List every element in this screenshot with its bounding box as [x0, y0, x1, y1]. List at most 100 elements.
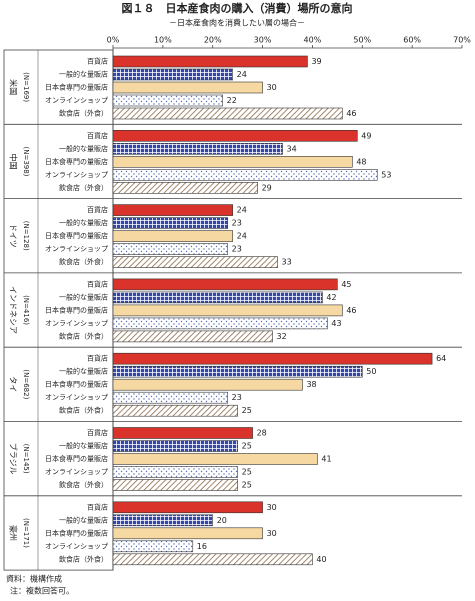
- bar-label: 百貨店: [87, 354, 108, 363]
- bar-label: 百貨店: [87, 279, 108, 288]
- value-label: 48: [356, 157, 366, 166]
- value-label: 46: [346, 109, 356, 118]
- bar-label: 一般的な量販店: [59, 515, 108, 524]
- x-tick-label: 0%: [107, 36, 120, 45]
- bar: [112, 553, 313, 566]
- bar-label: オンラインショップ: [45, 468, 108, 476]
- bar: [112, 182, 258, 194]
- chart-subtitle: －日本産食肉を消費したい層の場合－: [169, 18, 305, 28]
- bar-label: 飲食店（外食）: [59, 257, 108, 266]
- value-label: 42: [326, 293, 336, 302]
- bar: [112, 143, 283, 155]
- value-label: 16: [197, 542, 207, 551]
- value-label: 23: [232, 393, 242, 402]
- group-label: 米国: [9, 79, 19, 95]
- bar-label: 一般的な量販店: [59, 441, 108, 450]
- value-label: 43: [331, 319, 341, 328]
- bar: [112, 304, 343, 317]
- x-tick-label: 40%: [304, 36, 322, 45]
- bar: [112, 55, 308, 68]
- group-note: (N=171): [22, 518, 30, 548]
- value-label: 22: [227, 96, 237, 105]
- bar-label: 日本食専門の量販店: [45, 83, 108, 92]
- bar-label: 一般的な量販店: [59, 144, 108, 153]
- value-label: 34: [287, 144, 297, 153]
- value-label: 50: [366, 367, 376, 376]
- bar-label: 百貨店: [87, 205, 108, 214]
- group-label: タイ: [9, 376, 18, 392]
- group-label: ブラジル: [9, 443, 19, 475]
- group-note: (N=682): [22, 369, 30, 399]
- bar-label: オンラインショップ: [45, 245, 108, 253]
- group-label: 中国: [9, 153, 19, 169]
- group-note: (N=128): [22, 221, 30, 251]
- value-label: 64: [436, 354, 446, 363]
- value-label: 25: [242, 406, 252, 415]
- bar: [112, 514, 214, 527]
- bar: [112, 453, 318, 465]
- bar: [112, 404, 238, 417]
- bar: [112, 466, 238, 478]
- bar: [112, 107, 343, 120]
- bar: [112, 169, 378, 181]
- bar: [112, 94, 223, 107]
- value-label: 32: [277, 332, 287, 341]
- value-label: 25: [242, 481, 252, 490]
- value-label: 25: [242, 442, 252, 451]
- value-label: 49: [361, 131, 371, 140]
- bar: [112, 352, 433, 365]
- bar: [112, 278, 338, 291]
- group-note: (N=145): [22, 444, 30, 474]
- bar-label: 飲食店（外食）: [59, 406, 108, 415]
- value-label: 25: [242, 468, 252, 477]
- bar-label: 飲食店（外食）: [59, 554, 108, 563]
- value-label: 45: [341, 280, 351, 289]
- bar: [112, 81, 263, 94]
- bar: [112, 130, 358, 142]
- bar-label: 日本食専門の量販店: [45, 380, 108, 389]
- value-label: 24: [237, 206, 247, 215]
- bar-label: 日本食専門の量販店: [45, 157, 108, 166]
- value-label: 33: [282, 258, 292, 267]
- value-label: 30: [267, 503, 277, 512]
- value-label: 38: [306, 380, 316, 389]
- bar: [112, 427, 253, 439]
- x-tick-label: 30%: [254, 36, 272, 45]
- bar: [112, 204, 233, 216]
- bar: [112, 230, 233, 242]
- bar: [112, 243, 228, 255]
- group-note: (N=398): [22, 146, 30, 176]
- value-label: 39: [311, 57, 321, 66]
- value-label: 30: [267, 529, 277, 538]
- bar-label: 飲食店（外食）: [59, 331, 108, 340]
- value-label: 41: [321, 455, 331, 464]
- group-note: (N=416): [22, 295, 30, 325]
- bar: [112, 440, 238, 452]
- bar: [112, 501, 263, 514]
- value-label: 46: [346, 306, 356, 315]
- bar-label: オンラインショップ: [45, 542, 108, 550]
- x-tick-label: 10%: [154, 36, 172, 45]
- bar-label: オンラインショップ: [45, 319, 108, 327]
- bar-label: 一般的な量販店: [59, 367, 108, 376]
- value-label: 40: [316, 555, 326, 564]
- group-label: インドネシア: [9, 286, 18, 334]
- bar: [112, 378, 303, 391]
- bar-label: 一般的な量販店: [59, 218, 108, 227]
- bar-label: 一般的な量販店: [59, 70, 108, 79]
- bar: [112, 365, 363, 378]
- value-label: 24: [237, 232, 247, 241]
- bar: [112, 156, 353, 168]
- bar-label: 一般的な量販店: [59, 292, 108, 301]
- bar: [112, 256, 278, 268]
- x-tick-label: 50%: [353, 36, 371, 45]
- bar-label: 飲食店（外食）: [59, 109, 108, 118]
- bar-label: 飲食店（外食）: [59, 183, 108, 192]
- value-label: 23: [232, 219, 242, 228]
- x-tick-label: 60%: [403, 36, 421, 45]
- bar: [112, 217, 228, 229]
- value-label: 23: [232, 245, 242, 254]
- value-label: 20: [217, 516, 227, 525]
- bar-label: 飲食店（外食）: [59, 480, 108, 489]
